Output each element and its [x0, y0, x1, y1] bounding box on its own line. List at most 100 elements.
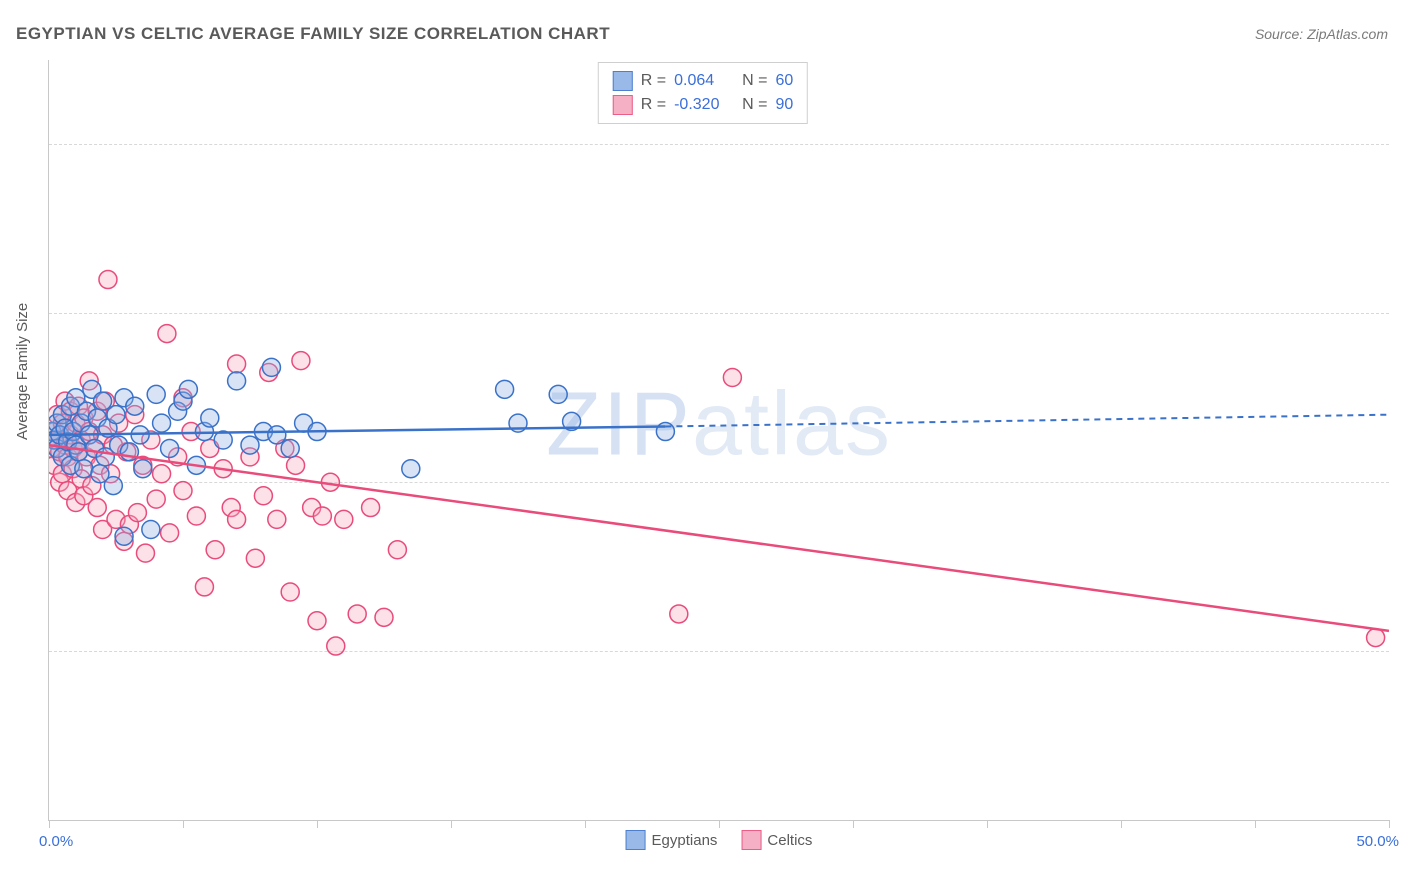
data-point-egyptians	[142, 521, 160, 539]
data-point-celtics	[292, 352, 310, 370]
x-tick	[451, 820, 452, 828]
legend-stats-box: R = 0.064 N = 60 R = -0.320 N = 90	[598, 62, 808, 124]
x-tick	[317, 820, 318, 828]
data-point-egyptians	[153, 414, 171, 432]
n-value-celtics: 90	[775, 93, 793, 117]
data-point-celtics	[254, 487, 272, 505]
data-point-egyptians	[115, 527, 133, 545]
source-name: ZipAtlas.com	[1307, 26, 1388, 42]
r-value-egyptians: 0.064	[674, 69, 734, 93]
data-point-celtics	[670, 605, 688, 623]
data-point-celtics	[1367, 629, 1385, 647]
legend-swatch-stats-egyptians	[613, 71, 633, 91]
n-label: N =	[742, 93, 767, 117]
chart-title: EGYPTIAN VS CELTIC AVERAGE FAMILY SIZE C…	[16, 24, 610, 44]
data-point-celtics	[174, 482, 192, 500]
source-attribution: Source: ZipAtlas.com	[1255, 26, 1388, 42]
x-tick	[987, 820, 988, 828]
data-point-egyptians	[496, 380, 514, 398]
data-point-egyptians	[69, 443, 87, 461]
data-point-celtics	[335, 510, 353, 528]
data-point-egyptians	[241, 436, 259, 454]
x-tick	[183, 820, 184, 828]
y-tick-label: 4.00	[1395, 304, 1406, 322]
legend-stats-row-celtics: R = -0.320 N = 90	[613, 93, 793, 117]
y-tick-label: 2.00	[1395, 642, 1406, 660]
data-point-celtics	[388, 541, 406, 559]
scatter-svg	[49, 60, 1389, 820]
source-prefix: Source:	[1255, 26, 1307, 42]
data-point-celtics	[147, 490, 165, 508]
data-point-celtics	[161, 524, 179, 542]
n-value-egyptians: 60	[775, 69, 793, 93]
x-tick	[49, 820, 50, 828]
data-point-celtics	[375, 608, 393, 626]
y-axis-label: Average Family Size	[14, 303, 31, 440]
legend-stats-row-egyptians: R = 0.064 N = 60	[613, 69, 793, 93]
data-point-celtics	[153, 465, 171, 483]
data-point-celtics	[206, 541, 224, 559]
data-point-celtics	[99, 271, 117, 289]
data-point-egyptians	[179, 380, 197, 398]
n-label: N =	[742, 69, 767, 93]
data-point-celtics	[136, 544, 154, 562]
data-point-celtics	[313, 507, 331, 525]
legend-swatch-stats-celtics	[613, 95, 633, 115]
data-point-celtics	[362, 499, 380, 517]
r-label: R =	[641, 69, 666, 93]
data-point-celtics	[246, 549, 264, 567]
x-tick	[1389, 820, 1390, 828]
trendline-celtics	[49, 445, 1389, 631]
r-value-celtics: -0.320	[674, 93, 734, 117]
data-point-celtics	[228, 355, 246, 373]
data-point-egyptians	[201, 409, 219, 427]
data-point-celtics	[195, 578, 213, 596]
x-tick	[1121, 820, 1122, 828]
data-point-egyptians	[161, 439, 179, 457]
legend-item-celtics: Celtics	[741, 830, 812, 850]
data-point-celtics	[327, 637, 345, 655]
data-point-celtics	[281, 583, 299, 601]
x-tick	[719, 820, 720, 828]
data-point-celtics	[88, 499, 106, 517]
data-point-egyptians	[147, 385, 165, 403]
chart-plot-area: ZIPatlas 0.0% 50.0% Egyptians Celtics 2.…	[48, 60, 1389, 821]
data-point-egyptians	[107, 406, 125, 424]
x-axis-min-label: 0.0%	[39, 833, 73, 850]
data-point-celtics	[268, 510, 286, 528]
trendline-extrapolated-egyptians	[665, 415, 1389, 427]
data-point-egyptians	[281, 439, 299, 457]
legend-label-egyptians: Egyptians	[652, 832, 718, 849]
x-tick	[853, 820, 854, 828]
data-point-celtics	[228, 510, 246, 528]
data-point-celtics	[158, 325, 176, 343]
data-point-egyptians	[262, 358, 280, 376]
data-point-celtics	[287, 456, 305, 474]
legend-swatch-egyptians	[626, 830, 646, 850]
data-point-egyptians	[549, 385, 567, 403]
y-tick-label: 3.00	[1395, 473, 1406, 491]
legend-bottom: Egyptians Celtics	[626, 830, 813, 850]
data-point-celtics	[308, 612, 326, 630]
data-point-egyptians	[268, 426, 286, 444]
data-point-celtics	[187, 507, 205, 525]
x-tick	[1255, 820, 1256, 828]
r-label: R =	[641, 93, 666, 117]
data-point-egyptians	[656, 423, 674, 441]
data-point-celtics	[128, 504, 146, 522]
data-point-egyptians	[94, 392, 112, 410]
legend-swatch-celtics	[741, 830, 761, 850]
data-point-celtics	[348, 605, 366, 623]
data-point-egyptians	[75, 460, 93, 478]
legend-label-celtics: Celtics	[767, 832, 812, 849]
data-point-egyptians	[104, 477, 122, 495]
data-point-egyptians	[402, 460, 420, 478]
data-point-egyptians	[134, 460, 152, 478]
y-tick-label: 5.00	[1395, 135, 1406, 153]
x-tick	[585, 820, 586, 828]
data-point-egyptians	[126, 397, 144, 415]
data-point-celtics	[723, 369, 741, 387]
legend-item-egyptians: Egyptians	[626, 830, 718, 850]
x-axis-max-label: 50.0%	[1356, 833, 1399, 850]
data-point-egyptians	[228, 372, 246, 390]
